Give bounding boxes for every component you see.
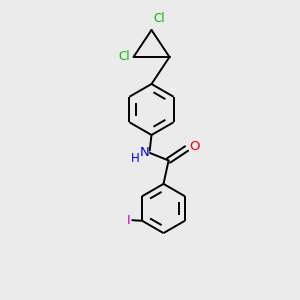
Text: O: O: [190, 140, 200, 154]
Text: H: H: [131, 152, 140, 165]
Text: Cl: Cl: [153, 13, 165, 26]
Text: N: N: [140, 146, 149, 160]
Text: Cl: Cl: [118, 50, 130, 63]
Text: I: I: [126, 214, 130, 227]
